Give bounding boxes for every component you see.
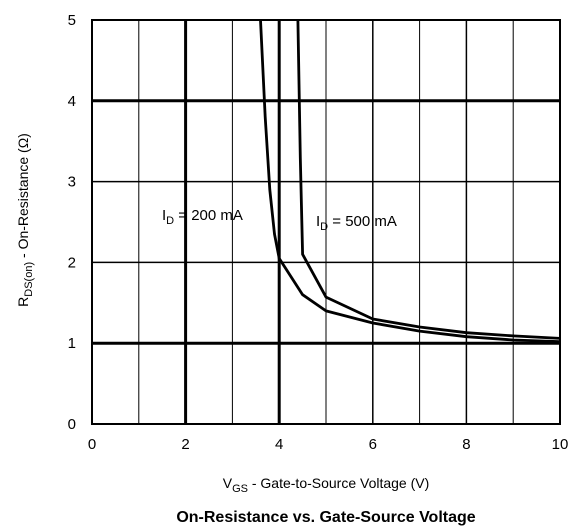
y-tick-label: 3 bbox=[68, 174, 76, 191]
y-tick-label: 4 bbox=[68, 93, 76, 110]
y-tick-label: 1 bbox=[68, 335, 76, 352]
y-axis-label: RDS(on) - On-Resistance (Ω) bbox=[15, 133, 35, 307]
grid bbox=[92, 20, 560, 424]
x-tick-label: 10 bbox=[552, 436, 569, 453]
series-label-500ma: ID = 500 mA bbox=[316, 213, 397, 233]
y-tick-label: 5 bbox=[68, 12, 76, 29]
y-tick-label: 2 bbox=[68, 254, 76, 271]
chart-title: On-Resistance vs. Gate-Source Voltage bbox=[176, 509, 475, 526]
tick-labels: 0 2 4 6 8 10 0 1 2 3 4 5 bbox=[68, 12, 569, 453]
series-line-0 bbox=[259, 19, 561, 343]
x-tick-label: 0 bbox=[88, 436, 96, 453]
series-line-1 bbox=[296, 19, 561, 340]
x-tick-label: 6 bbox=[369, 436, 377, 453]
x-tick-label: 4 bbox=[275, 436, 283, 453]
series-label-200ma: ID = 200 mA bbox=[162, 207, 243, 227]
x-axis-label: VGS - Gate-to-Source Voltage (V) bbox=[223, 475, 430, 495]
x-tick-label: 8 bbox=[462, 436, 470, 453]
series-group bbox=[259, 19, 561, 343]
x-tick-label: 2 bbox=[181, 436, 189, 453]
plot-frame bbox=[91, 19, 561, 425]
y-tick-label: 0 bbox=[68, 416, 76, 433]
